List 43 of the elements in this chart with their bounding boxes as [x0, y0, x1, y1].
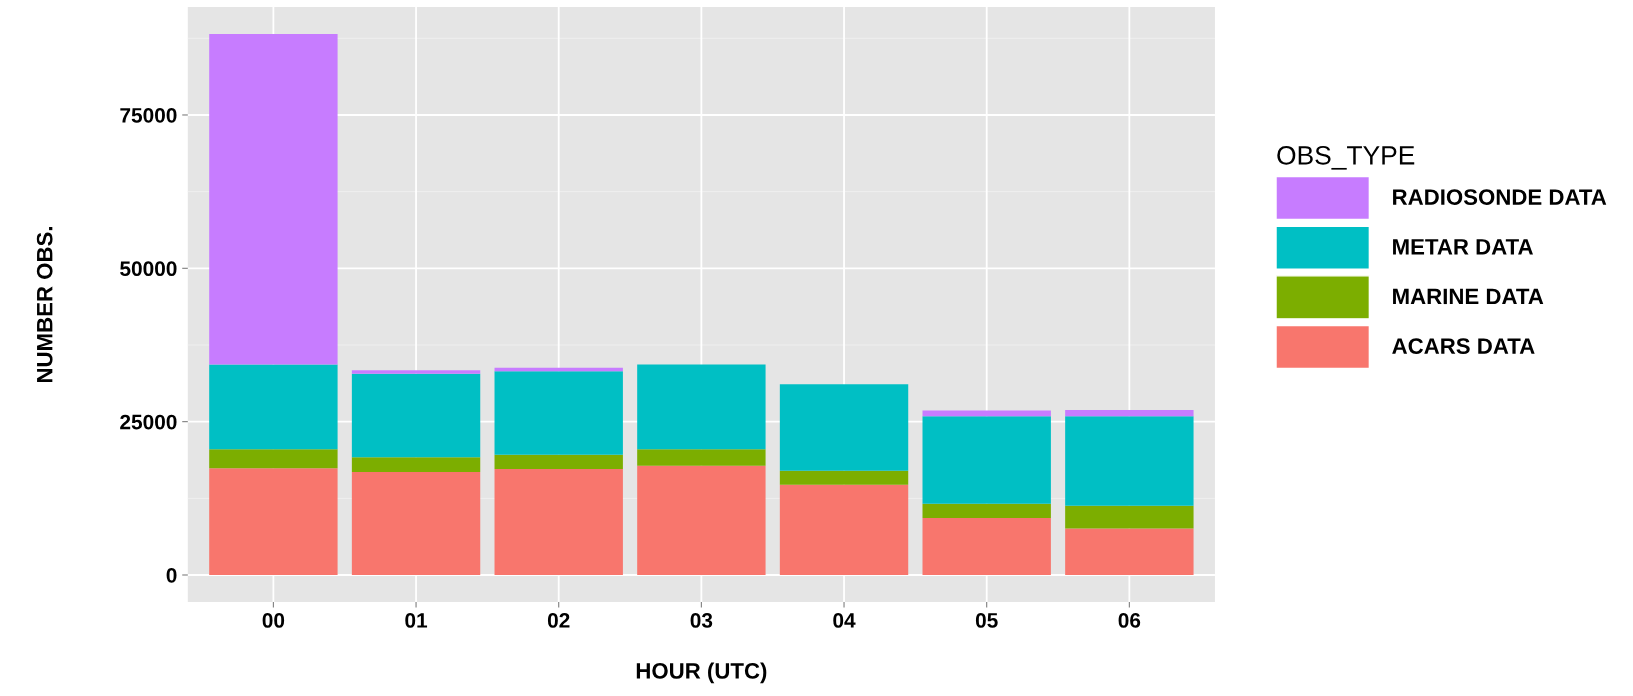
bar: [351, 471, 481, 575]
x-tick-label: 01: [405, 613, 428, 628]
bar: [1065, 505, 1194, 529]
legend-label: RADIOSONDE DATA: [1393, 189, 1607, 205]
bar: [351, 373, 481, 458]
bar: [779, 484, 909, 575]
legend-label: MARINE DATA: [1393, 288, 1544, 305]
y-tick-label: 75000: [120, 107, 177, 123]
x-tick-label: 00: [262, 613, 285, 628]
bar: [922, 503, 1051, 518]
x-tick-label: 04: [833, 613, 856, 628]
legend-label: ACARS DATA: [1392, 338, 1535, 354]
bar: [922, 517, 1051, 575]
legend-title: OBS_TYPE: [1277, 145, 1415, 170]
y-tick-label: 50000: [120, 261, 177, 277]
bar: [209, 468, 338, 575]
x-axis-title: HOUR (UTC): [636, 662, 767, 684]
bar: [494, 371, 623, 455]
bar: [494, 454, 623, 469]
bar: [1065, 416, 1194, 506]
bar: [351, 370, 481, 374]
bar: [209, 449, 338, 469]
bar: [209, 364, 338, 450]
bar: [922, 410, 1051, 417]
bar: [1065, 410, 1194, 417]
y-axis-title: NUMBER OBS.: [36, 227, 53, 383]
bar: [494, 468, 623, 575]
bar: [1065, 528, 1194, 575]
y-tick-label: 0: [166, 567, 177, 583]
x-tick-label: 06: [1118, 613, 1141, 628]
x-tick-label: 05: [975, 613, 998, 628]
bar: [922, 416, 1051, 504]
bar: [637, 449, 766, 466]
bar: [637, 364, 766, 450]
bar: [209, 34, 338, 365]
bar: [351, 457, 481, 472]
y-tick-label: 25000: [120, 414, 177, 430]
bar: [637, 465, 766, 575]
x-tick-label: 02: [547, 613, 570, 628]
bar: [779, 384, 909, 471]
bar: [779, 470, 909, 485]
legend-label: METAR DATA: [1393, 239, 1533, 255]
x-tick-label: 03: [690, 613, 713, 628]
